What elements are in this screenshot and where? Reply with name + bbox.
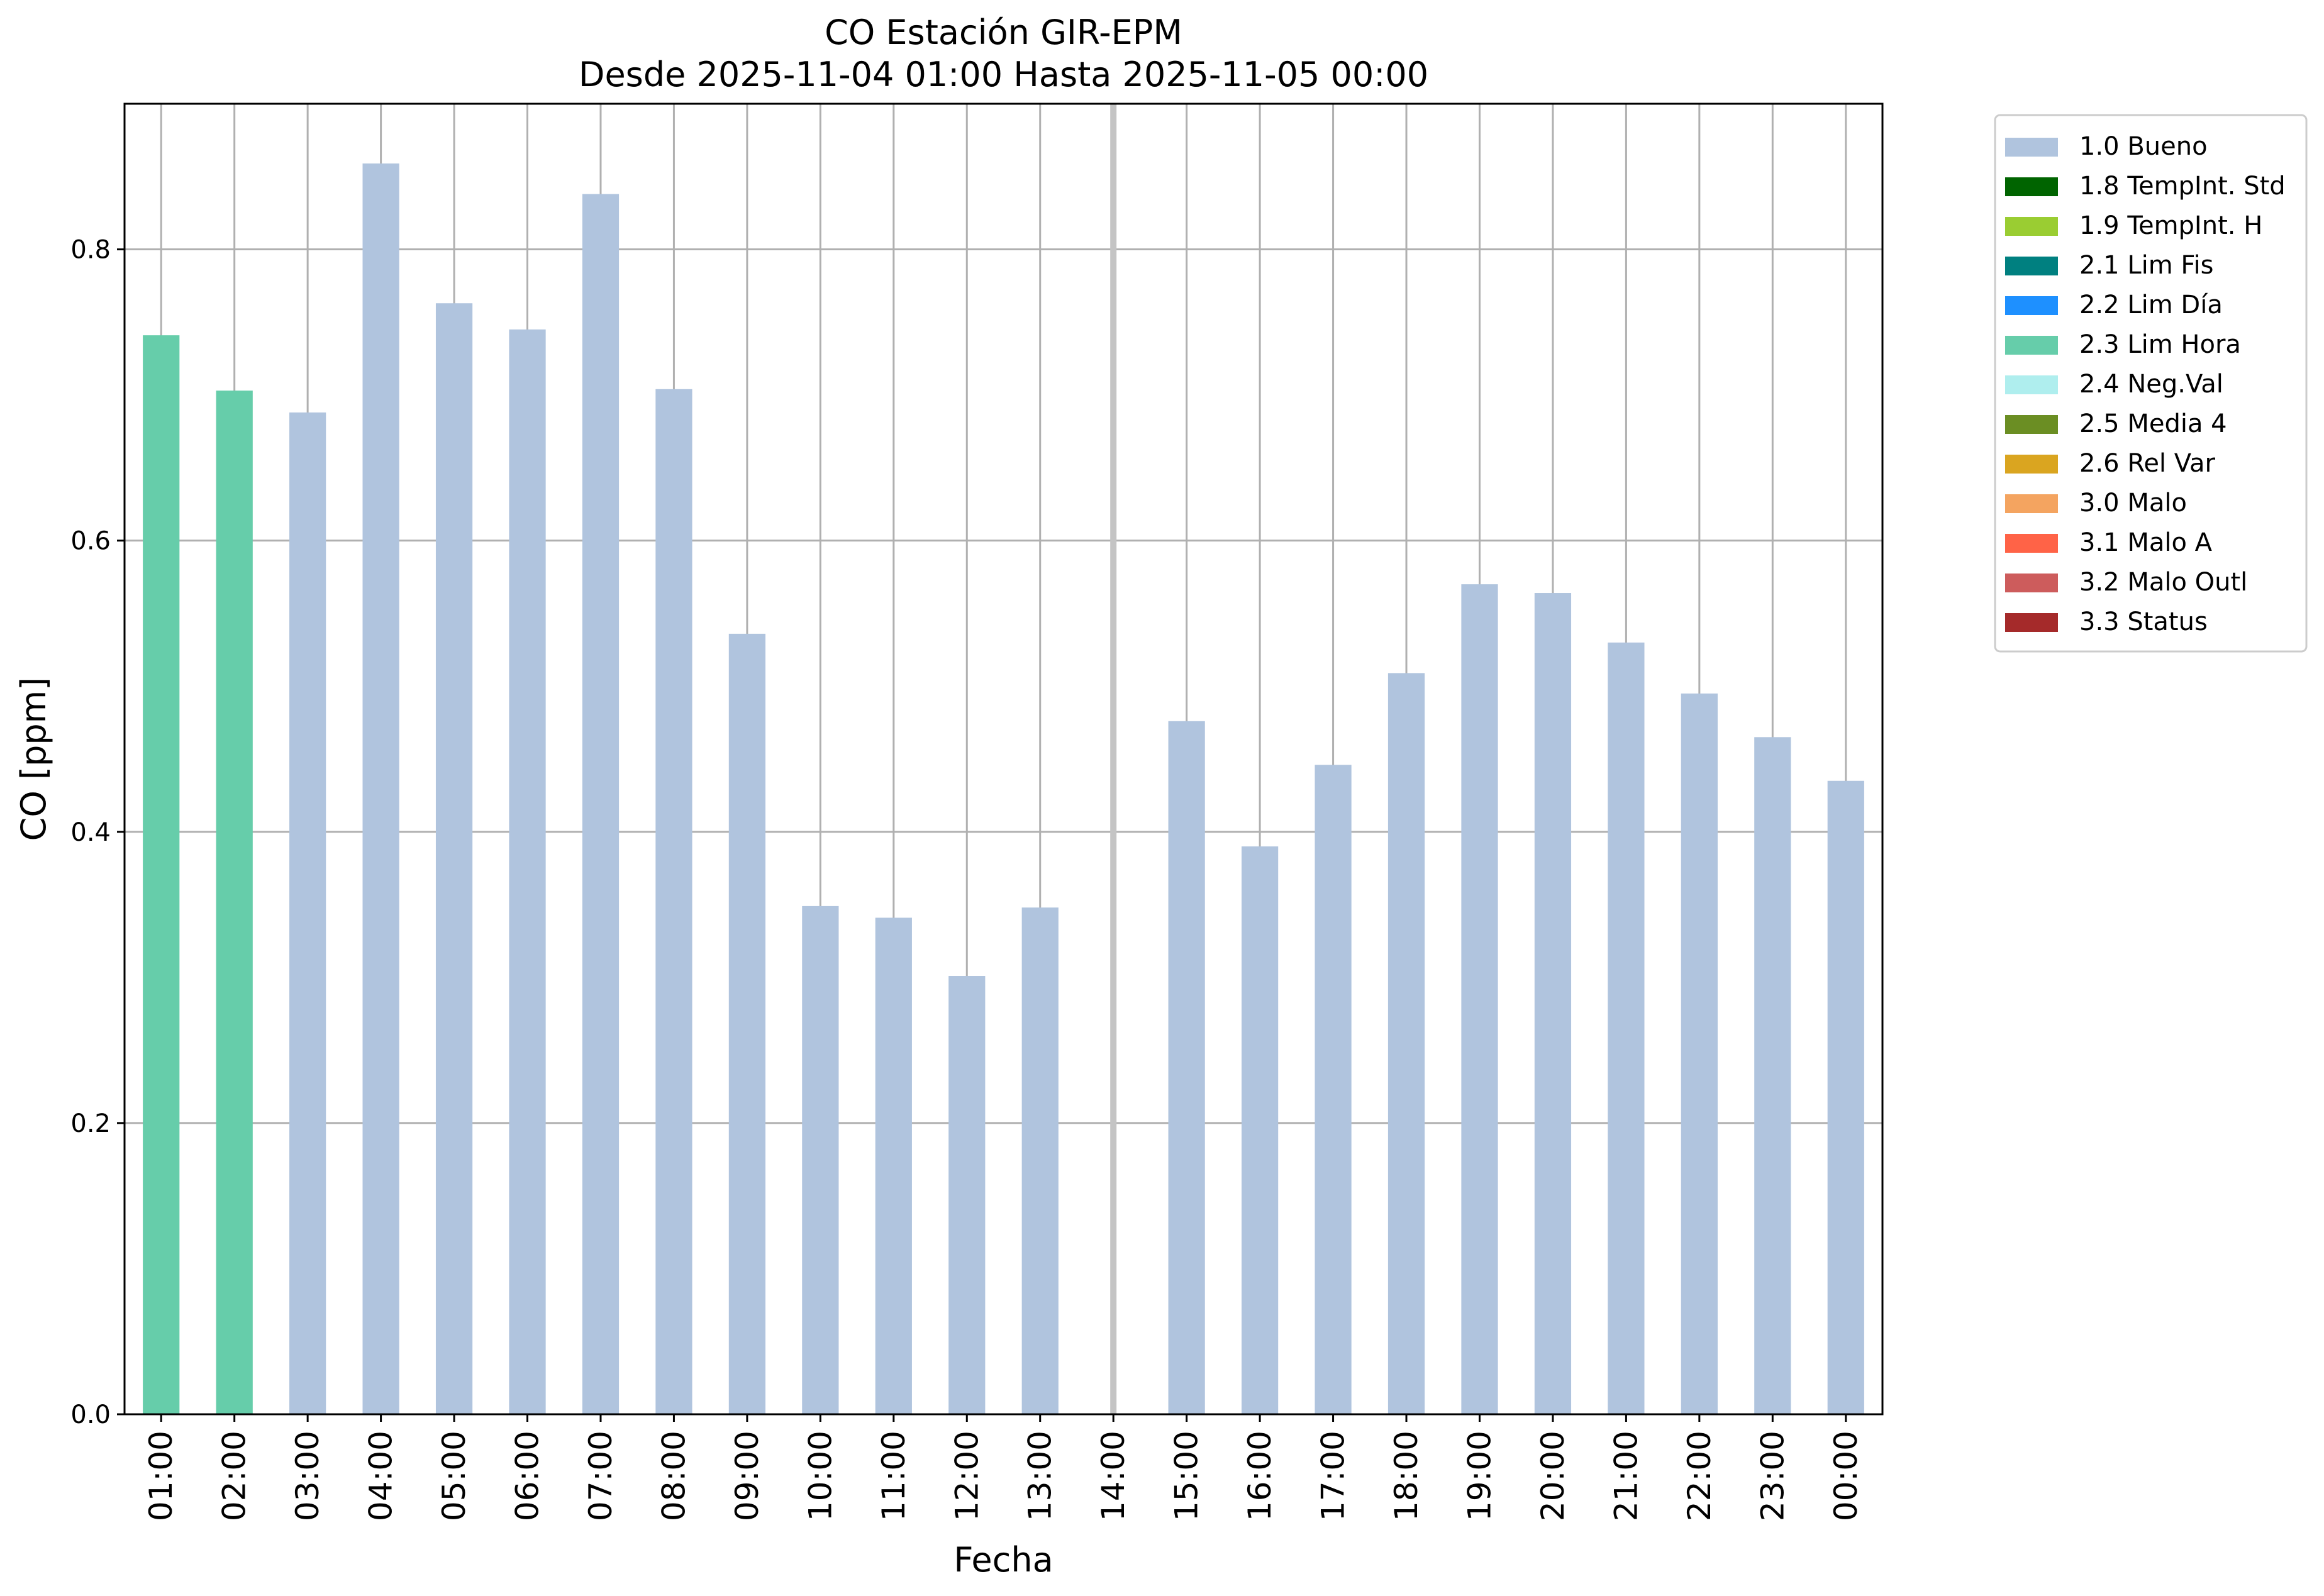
x-tick-label: 09:00 <box>729 1431 765 1521</box>
bar-1500 <box>1168 721 1205 1414</box>
bar-1700 <box>1315 765 1352 1414</box>
legend-label: 2.2 Lim Día <box>2079 291 2223 319</box>
y-tick-label: 0.2 <box>70 1109 111 1138</box>
legend-label: 2.3 Lim Hora <box>2079 330 2241 359</box>
legend: 1.0 Bueno 1.8 TempInt. Std 1.9 TempInt. H 2… <box>1994 114 2308 653</box>
legend-label: 2.6 Rel Var <box>2079 449 2216 478</box>
y-tick-label: 0.6 <box>70 527 111 556</box>
x-axis-label: Fecha <box>954 1540 1053 1580</box>
legend-swatch <box>2005 494 2058 513</box>
x-tick-label: 22:00 <box>1681 1431 1718 1521</box>
x-tick-label: 03:00 <box>289 1431 326 1521</box>
bar-1100 <box>875 917 912 1414</box>
bar-2200 <box>1681 693 1718 1414</box>
legend-box <box>1994 114 2308 653</box>
x-tick-label: 02:00 <box>216 1431 253 1521</box>
legend-swatch <box>2005 415 2058 434</box>
legend-swatch <box>2005 534 2058 553</box>
legend-swatch <box>2005 455 2058 474</box>
bar-2100 <box>1608 642 1645 1414</box>
x-tick-label: 12:00 <box>948 1431 985 1521</box>
legend-swatch <box>2005 574 2058 592</box>
bar-0100 <box>143 335 180 1414</box>
bar-2300 <box>1754 737 1791 1414</box>
bar-2000 <box>1534 593 1572 1415</box>
x-tick-label: 11:00 <box>876 1431 912 1521</box>
x-tick-label: 20:00 <box>1535 1431 1571 1521</box>
chart-subtitle: Desde 2025-11-04 01:00 Hasta 2025-11-05 … <box>579 55 1428 94</box>
y-tick-label: 0.4 <box>70 818 111 847</box>
bar-0200 <box>216 391 253 1414</box>
x-tick-label: 17:00 <box>1315 1431 1352 1521</box>
x-tick-label: 18:00 <box>1388 1431 1425 1521</box>
bar-0300 <box>289 412 326 1415</box>
bar-0900 <box>728 633 766 1414</box>
legend-swatch <box>2005 257 2058 275</box>
chart-title: CO Estación GIR-EPM <box>825 13 1182 52</box>
x-tick-label: 13:00 <box>1022 1431 1059 1521</box>
x-tick-label: 07:00 <box>582 1431 619 1521</box>
x-tick-label: 21:00 <box>1608 1431 1644 1521</box>
x-tick-label: 01:00 <box>143 1431 179 1521</box>
bar-0400 <box>362 163 399 1415</box>
legend-swatch <box>2005 296 2058 315</box>
legend-label: 1.8 TempInt. Std <box>2079 172 2286 201</box>
legend-label: 3.2 Malo Outl <box>2079 568 2247 597</box>
legend-label: 3.3 Status <box>2079 607 2208 636</box>
legend-swatch <box>2005 217 2058 236</box>
legend-label: 2.4 Neg.Val <box>2079 370 2223 399</box>
legend-label: 3.1 Malo A <box>2079 528 2213 557</box>
y-tick-label: 0.0 <box>70 1400 111 1429</box>
bar-0500 <box>435 303 473 1415</box>
x-tick-label: 10:00 <box>802 1431 838 1521</box>
bar-1800 <box>1387 673 1425 1414</box>
legend-swatch <box>2005 138 2058 157</box>
bar-1900 <box>1461 584 1498 1415</box>
x-tick-label: 16:00 <box>1242 1431 1278 1521</box>
bar-1200 <box>948 976 986 1414</box>
bar-0000 <box>1827 780 1864 1414</box>
bar-1300 <box>1021 907 1059 1414</box>
x-tick-label: 14:00 <box>1095 1431 1131 1521</box>
bar-0800 <box>655 389 692 1414</box>
plot-frame <box>123 103 1884 1416</box>
legend-label: 3.0 Malo <box>2079 489 2187 518</box>
x-tick-label: 05:00 <box>436 1431 472 1521</box>
legend-swatch <box>2005 177 2058 196</box>
x-tick-label: 19:00 <box>1461 1431 1498 1521</box>
y-tick-label: 0.8 <box>70 236 111 265</box>
legend-swatch <box>2005 336 2058 355</box>
legend-swatch <box>2005 613 2058 632</box>
bar-0600 <box>509 329 546 1414</box>
legend-swatch <box>2005 375 2058 394</box>
bar-1600 <box>1241 846 1279 1414</box>
x-tick-label: 15:00 <box>1169 1431 1205 1521</box>
legend-label: 1.9 TempInt. H <box>2079 211 2262 240</box>
x-tick-label: 08:00 <box>655 1431 692 1521</box>
legend-label: 1.0 Bueno <box>2079 132 2208 161</box>
x-tick-label: 23:00 <box>1754 1431 1791 1521</box>
legend-label: 2.5 Media 4 <box>2079 409 2227 438</box>
x-tick-label: 06:00 <box>509 1431 546 1521</box>
y-axis-label: CO [ppm] <box>14 677 53 841</box>
x-tick-label: 04:00 <box>363 1431 399 1521</box>
bar-0700 <box>582 194 620 1414</box>
legend-label: 2.1 Lim Fis <box>2079 251 2213 280</box>
x-tick-label: 00:00 <box>1828 1431 1864 1521</box>
bar-1000 <box>802 906 839 1414</box>
